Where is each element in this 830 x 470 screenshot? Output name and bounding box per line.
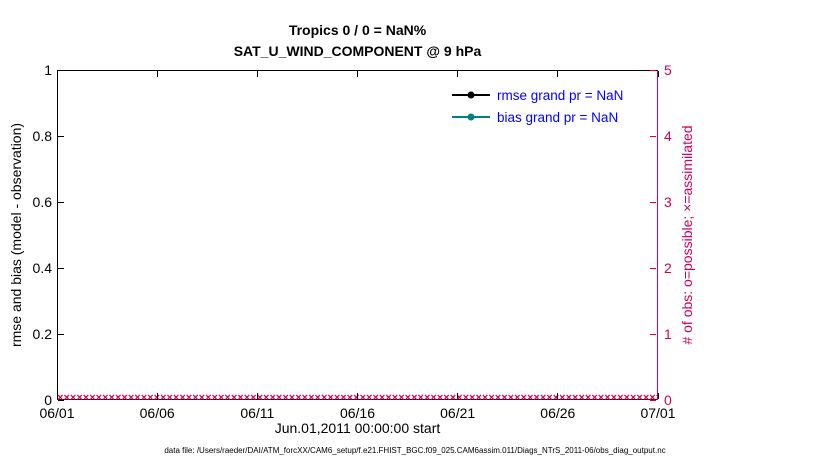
x-tick-mark xyxy=(256,393,258,399)
x-tick-mark xyxy=(357,393,358,399)
left-tick-label: 1 xyxy=(44,62,52,78)
left-tick-mark xyxy=(58,201,64,203)
right-tick-label: 2 xyxy=(664,260,672,276)
x-tick-mark-top xyxy=(357,71,358,77)
legend-label: rmse grand pr = NaN xyxy=(497,87,624,103)
data-file-path: data file: /Users/raeder/DAI/ATM_forcXX/… xyxy=(164,446,666,455)
right-tick-label: 1 xyxy=(664,326,672,342)
legend-dot-marker xyxy=(467,91,475,99)
legend-line-marker xyxy=(452,113,490,121)
right-tick-mark xyxy=(650,267,656,269)
x-tick-mark-top xyxy=(156,71,158,77)
x-tick-mark-top xyxy=(256,71,258,77)
left-tick-label: 0.4 xyxy=(32,260,52,276)
plot-subtitle: SAT_U_WIND_COMPONENT @ 9 hPa xyxy=(233,43,482,59)
x-tick-mark xyxy=(557,393,559,399)
x-tick-mark xyxy=(457,393,459,399)
legend-dot-marker xyxy=(467,113,475,121)
plot-title: Tropics 0 / 0 = NaN% xyxy=(288,22,427,38)
legend-label: bias grand pr = NaN xyxy=(497,109,619,125)
x-tick-mark-top xyxy=(557,71,559,77)
plot-area xyxy=(57,70,658,400)
left-tick-label: 0.8 xyxy=(32,128,52,144)
left-y-axis-label: rmse and bias (model - observation) xyxy=(8,122,24,348)
x-tick-mark xyxy=(657,393,659,399)
right-tick-label: 3 xyxy=(664,194,672,210)
x-tick-label: 06/01 xyxy=(39,405,75,421)
x-tick-mark-top xyxy=(56,71,58,77)
left-tick-mark xyxy=(58,399,64,401)
x-tick-label: 06/11 xyxy=(240,405,275,421)
x-tick-label: 07/01 xyxy=(640,405,676,421)
legend-item: rmse grand pr = NaN xyxy=(452,84,623,106)
x-tick-label: 06/16 xyxy=(339,405,376,421)
x-tick-label: 06/26 xyxy=(540,405,576,421)
right-tick-label: 4 xyxy=(664,128,672,144)
x-axis-label: Jun.01,2011 00:00:00 start xyxy=(274,420,441,436)
right-tick-mark xyxy=(650,333,656,335)
left-tick-mark xyxy=(58,267,64,269)
left-tick-mark xyxy=(58,69,64,71)
left-tick-label: 0.2 xyxy=(32,326,52,342)
left-tick-label: 0.6 xyxy=(32,194,52,210)
x-tick-mark xyxy=(156,393,158,399)
x-tick-mark-top xyxy=(457,71,459,77)
left-tick-label: 0 xyxy=(44,392,52,408)
legend-item: bias grand pr = NaN xyxy=(452,106,623,128)
left-tick-mark xyxy=(58,135,64,137)
right-tick-mark xyxy=(650,135,656,137)
legend-line-marker xyxy=(452,91,490,99)
right-tick-mark xyxy=(650,69,656,71)
x-tick-mark-top xyxy=(657,71,659,77)
right-y-axis-label: # of obs: o=possible; ×=assimilated xyxy=(679,125,695,345)
right-tick-label: 5 xyxy=(664,62,672,78)
legend: rmse grand pr = NaN bias grand pr = NaN xyxy=(452,84,623,128)
x-tick-label: 06/06 xyxy=(139,405,175,421)
left-tick-mark xyxy=(58,333,64,335)
x-tick-label: 06/21 xyxy=(440,405,476,421)
right-tick-mark xyxy=(650,399,656,401)
x-tick-mark xyxy=(56,393,58,399)
right-tick-mark xyxy=(650,201,656,203)
right-tick-label: 0 xyxy=(664,392,672,408)
